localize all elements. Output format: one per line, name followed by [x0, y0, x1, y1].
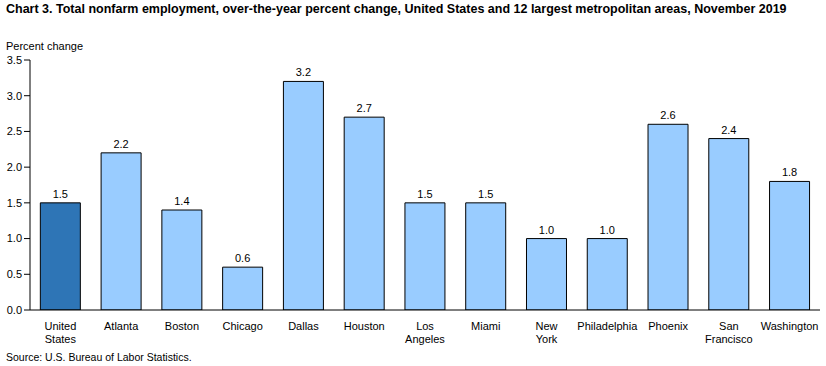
- html-text:Chart 3. Total nonfarm employm: Chart 3. Total nonfarm employment, over-…: [6, 2, 787, 16]
- svg-text:1.8: 1.8: [782, 166, 797, 178]
- svg-text:3.0: 3.0: [8, 90, 22, 102]
- svg-text:Boston: Boston: [165, 320, 199, 332]
- svg-text:2.4: 2.4: [721, 124, 736, 136]
- svg-text:3.5: 3.5: [8, 54, 22, 66]
- svg-text:UnitedStates: UnitedStates: [44, 320, 76, 345]
- svg-text:Philadelphia: Philadelphia: [577, 320, 638, 332]
- svg-text:2.5: 2.5: [8, 125, 22, 137]
- svg-text:2.6: 2.6: [660, 109, 675, 121]
- svg-text:1.5: 1.5: [478, 188, 493, 200]
- svg-text:Dallas: Dallas: [288, 320, 319, 332]
- svg-text:0.5: 0.5: [8, 268, 22, 280]
- svg-text:LosAngeles: LosAngeles: [405, 320, 445, 345]
- svg-text:1.0: 1.0: [539, 224, 554, 236]
- svg-text:NewYork: NewYork: [536, 320, 558, 345]
- svg-text:2.0: 2.0: [8, 161, 22, 173]
- html-text:Percent change: Percent change: [6, 40, 84, 52]
- svg-text:1.0: 1.0: [8, 232, 22, 244]
- svg-text:Atlanta: Atlanta: [104, 320, 139, 332]
- svg-text:0.6: 0.6: [235, 252, 250, 264]
- svg-text:Houston: Houston: [344, 320, 385, 332]
- svg-text:2.2: 2.2: [113, 138, 128, 150]
- svg-text:2.7: 2.7: [357, 102, 372, 114]
- svg-text:1.5: 1.5: [417, 188, 432, 200]
- svg-text:0.0: 0.0: [8, 304, 22, 316]
- svg-text:Washington: Washington: [761, 320, 818, 332]
- svg-text:Phoenix: Phoenix: [648, 320, 688, 332]
- svg-text:Miami: Miami: [471, 320, 500, 332]
- svg-text:1.0: 1.0: [600, 224, 615, 236]
- html-text:Source: U.S. Bureau of Labor S: Source: U.S. Bureau of Labor Statistics.: [6, 351, 192, 363]
- svg-text:3.2: 3.2: [296, 66, 311, 78]
- svg-text:Chicago: Chicago: [223, 320, 263, 332]
- svg-text:SanFrancisco: SanFrancisco: [705, 320, 753, 345]
- svg-text:1.5: 1.5: [53, 188, 68, 200]
- svg-text:1.4: 1.4: [174, 195, 189, 207]
- svg-text:1.5: 1.5: [8, 197, 22, 209]
